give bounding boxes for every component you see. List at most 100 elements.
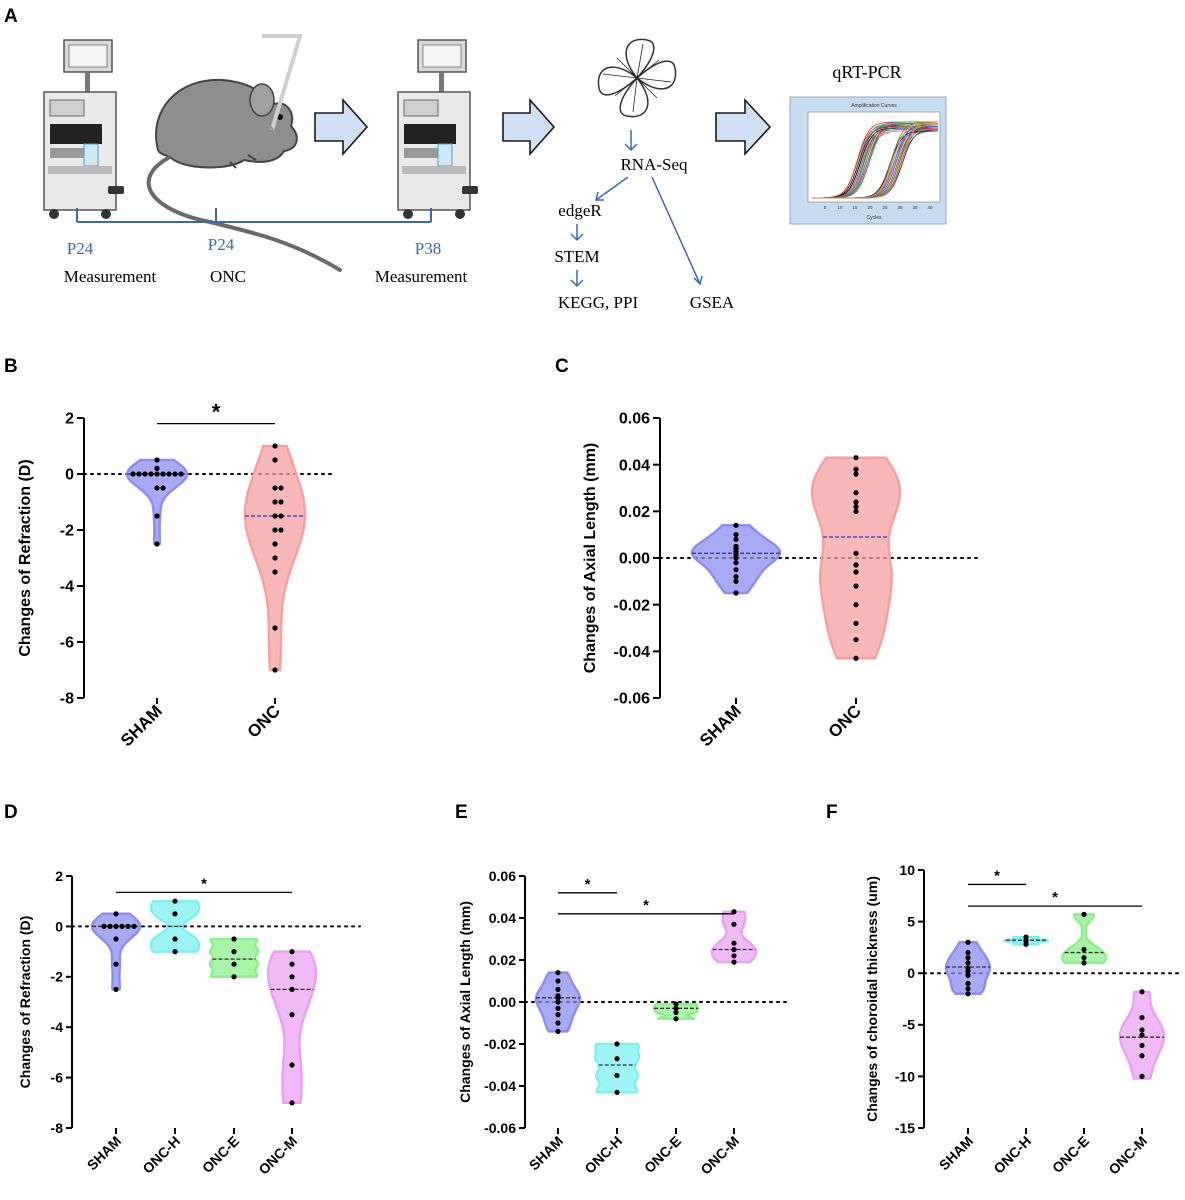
data-point (853, 508, 859, 514)
data-point (853, 562, 859, 568)
pcr-plot-xlabel: Cycles (866, 215, 882, 221)
x-tick-label: ONC-E (1049, 1133, 1092, 1176)
timeline-event-1: Measurement (64, 267, 157, 286)
data-point (673, 1009, 679, 1016)
data-point (733, 555, 739, 561)
pcr-x-tick-label: 20 (867, 205, 873, 210)
pcr-x-tick-label: 40 (927, 205, 933, 210)
significance-star: * (1052, 889, 1058, 906)
data-point (555, 1005, 561, 1011)
data-point (673, 1016, 679, 1022)
data-point (1139, 1014, 1145, 1021)
data-point (731, 909, 737, 915)
data-point (853, 471, 859, 477)
y-tick-label: -6 (51, 1070, 64, 1086)
data-point (289, 986, 295, 993)
flow-arrow-icon (314, 97, 369, 157)
y-tick-label: -0.06 (484, 1120, 516, 1136)
x-tick-label: ONC-E (641, 1133, 684, 1176)
data-point (148, 471, 154, 477)
timeline: P24 Measurement P24 ONC P38 Measurement (64, 208, 468, 286)
data-point (172, 936, 178, 942)
chart-f-choroidal-thickness: 10 5 0 -5 -10 -15 Changes of choroidal thickne… (864, 862, 1181, 1178)
chart-e-axial-length-subgroups: 0.06 0.04 0.02 0.00 -0.02 -0.04 -0.06 Changes o… (457, 868, 791, 1178)
data-point (154, 485, 160, 491)
data-point (1139, 1042, 1145, 1049)
data-point (172, 898, 178, 904)
y-tick-label: -0.06 (614, 691, 651, 708)
data-point (853, 637, 859, 643)
data-point (853, 499, 859, 505)
analysis-arrow-icon (570, 270, 584, 288)
data-point (853, 583, 859, 589)
data-point (154, 541, 160, 547)
data-point (555, 1028, 561, 1034)
data-point (272, 499, 278, 505)
data-point (853, 655, 859, 661)
data-point (1081, 960, 1087, 966)
data-point (231, 974, 237, 980)
data-point (113, 936, 119, 942)
y-axis-title: Changes of choroidal thickness (um) (864, 876, 880, 1122)
data-point (555, 995, 561, 1001)
y-tick-label: -8 (60, 691, 74, 708)
data-point (136, 471, 142, 477)
data-point (673, 1005, 679, 1011)
data-point (614, 1041, 620, 1047)
violin-onc-h (593, 1042, 641, 1094)
data-point (272, 555, 278, 561)
data-point (231, 961, 237, 967)
x-tick-label: ONC-M (697, 1133, 742, 1178)
x-tick-label: ONC-M (1105, 1133, 1150, 1178)
data-point (733, 536, 739, 542)
pcr-curve (812, 121, 939, 199)
chart-d-refraction-subgroups: 2 0 -2 -4 -6 -8 Changes of Refraction (D) SHAM O… (17, 868, 361, 1178)
data-point (733, 532, 739, 538)
analysis-arrow-icon (651, 176, 703, 286)
data-point (853, 490, 859, 496)
data-point (154, 513, 160, 519)
data-point (1139, 989, 1145, 995)
y-axis-title: Changes of Axial Length (mm) (457, 901, 473, 1103)
panel-letter-d: D (4, 802, 18, 823)
data-point (731, 921, 737, 927)
data-point (1023, 941, 1029, 947)
data-point (555, 1012, 561, 1018)
y-tick-label: -2 (51, 969, 64, 985)
y-tick-label: 0.06 (489, 868, 516, 884)
data-point (555, 1020, 561, 1026)
panel-letter-e: E (455, 802, 468, 823)
y-tick-label: -4 (51, 1019, 64, 1035)
mouse-icon (146, 34, 342, 272)
oct-machine-icon (397, 39, 478, 219)
y-tick-label: -0.02 (484, 1036, 516, 1052)
data-point (101, 923, 107, 930)
data-point (965, 991, 971, 997)
data-point (166, 471, 172, 477)
y-tick-label: -10 (895, 1068, 915, 1084)
y-tick-label: 10 (899, 862, 915, 878)
x-tick-label: ONC (244, 701, 284, 741)
timeline-time-1: P24 (67, 239, 94, 258)
data-point (113, 986, 119, 993)
y-tick-label: -8 (51, 1120, 64, 1136)
data-point (289, 961, 295, 967)
flow-arrow-icon (715, 97, 772, 157)
y-tick-label: 2 (65, 411, 74, 428)
panel-letter-f: F (826, 802, 838, 823)
analysis-arrow-icon (570, 224, 584, 242)
data-point (1139, 1053, 1145, 1059)
data-point (965, 960, 971, 966)
data-point (1081, 955, 1087, 961)
pcr-plot-title: Amplification Curves (851, 103, 897, 109)
y-tick-label: 5 (907, 914, 915, 930)
y-tick-label: -0.02 (614, 597, 651, 614)
data-point (231, 936, 237, 942)
panel-letter-a: A (4, 6, 18, 27)
y-axis-title: Changes of Axial Length (mm) (582, 443, 599, 674)
data-point (733, 590, 739, 596)
data-point (231, 949, 237, 955)
data-point (113, 961, 119, 967)
data-point (289, 1062, 295, 1068)
